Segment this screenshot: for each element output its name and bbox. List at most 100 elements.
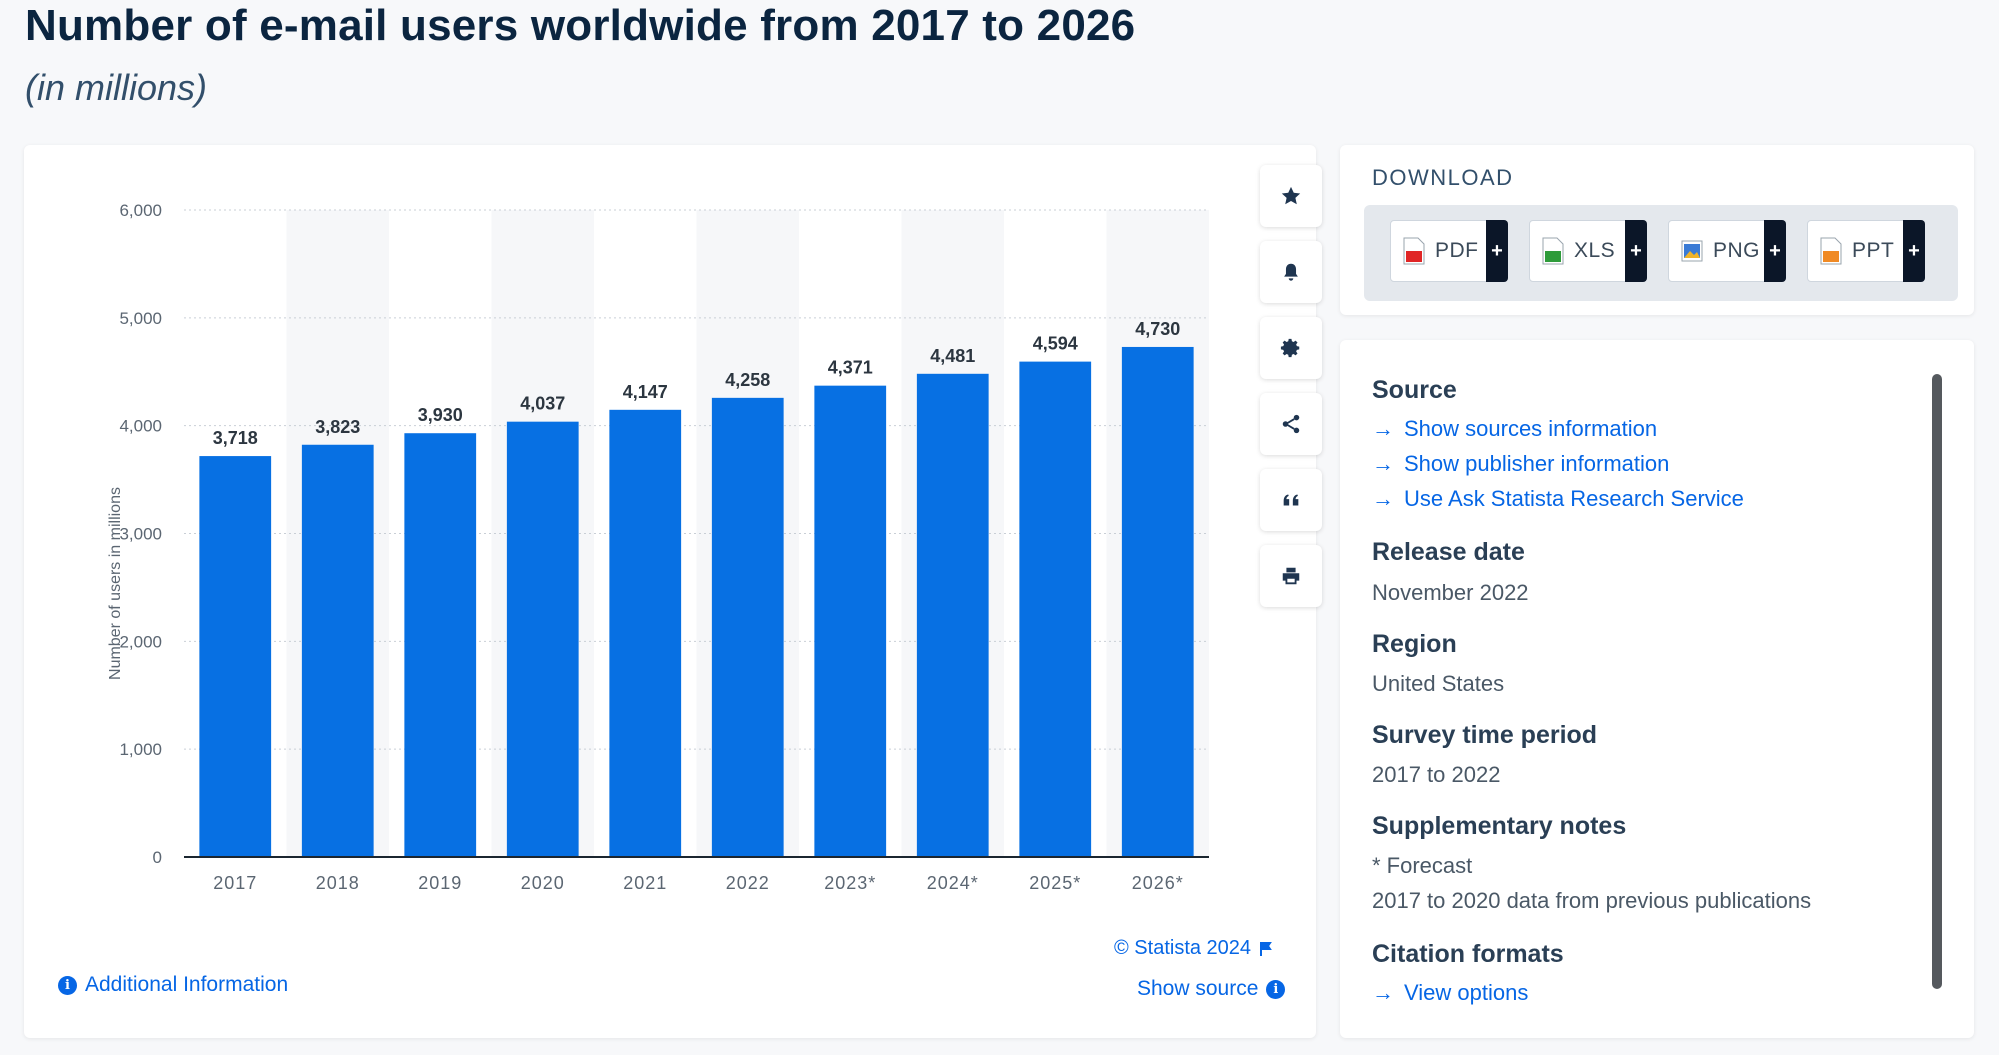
alert-button[interactable] (1260, 241, 1322, 303)
bar (1121, 346, 1194, 857)
gear-icon (1280, 338, 1300, 358)
data-label: 4,594 (1033, 334, 1078, 354)
y-tick-label: 3,000 (119, 525, 162, 544)
x-tick-label: 2025* (1029, 873, 1081, 893)
download-title: DOWNLOAD (1372, 165, 1514, 190)
print-button[interactable] (1260, 545, 1322, 607)
x-tick-label: 2024* (927, 873, 979, 893)
note-previous-publications: 2017 to 2020 data from previous publicat… (1372, 888, 1812, 913)
plus-icon: + (1764, 220, 1786, 282)
arrow-right-icon: → (1372, 980, 1394, 1005)
copyright-text: © Statista 2024 (1114, 937, 1252, 959)
region-heading: Region (1372, 630, 1457, 658)
y-tick-label: 4,000 (119, 417, 162, 436)
y-tick-label: 2,000 (119, 632, 162, 651)
data-label: 4,037 (520, 394, 565, 414)
flag-icon (1260, 941, 1272, 956)
download-tray: PDF + XLS + PNG + PPT + (1364, 205, 1958, 301)
note-forecast: * Forecast (1372, 853, 1473, 878)
ask-research-service-link[interactable]: → Use Ask Statista Research Service (1372, 486, 1744, 512)
plus-icon: + (1903, 220, 1925, 282)
bar (1019, 361, 1092, 857)
show-sources-text: Show sources information (1404, 416, 1658, 441)
survey-period-value: 2017 to 2022 (1372, 762, 1501, 787)
view-options-text: View options (1404, 980, 1529, 1005)
info-icon: i (1266, 979, 1286, 999)
plus-icon: + (1486, 220, 1508, 282)
x-tick-label: 2026* (1132, 873, 1184, 893)
view-options-link[interactable]: → View options (1372, 980, 1528, 1006)
y-tick-label: 1,000 (119, 740, 162, 759)
x-tick-label: 2021 (623, 873, 667, 893)
download-png-button[interactable]: PNG + (1668, 220, 1786, 282)
page-subtitle: (in millions) (25, 67, 208, 108)
copyright[interactable]: © Statista 2024 (1114, 937, 1273, 960)
release-date-heading: Release date (1372, 538, 1525, 566)
scrollbar[interactable] (1932, 374, 1942, 989)
arrow-right-icon: → (1372, 416, 1394, 441)
arrow-right-icon: → (1372, 486, 1394, 511)
release-date-value: November 2022 (1372, 580, 1529, 605)
bar (301, 444, 374, 857)
x-tick-label: 2020 (521, 873, 565, 893)
data-label: 4,147 (623, 382, 668, 402)
x-tick-label: 2017 (213, 873, 257, 893)
citation-formats-heading: Citation formats (1372, 940, 1564, 968)
pdf-file-icon (1403, 237, 1425, 265)
bar (609, 409, 682, 857)
favorite-button[interactable] (1260, 165, 1322, 227)
settings-button[interactable] (1260, 317, 1322, 379)
data-label: 4,371 (828, 358, 873, 378)
bar-chart: 0 1,000 2,000 3,000 4,000 5,000 6,000 3,718 2017… (107, 201, 1209, 893)
data-label: 3,823 (315, 417, 360, 437)
ppt-file-icon (1820, 237, 1842, 265)
show-source-text: Show source (1137, 977, 1259, 1000)
plus-icon: + (1625, 220, 1647, 282)
quote-icon (1283, 494, 1299, 506)
region-value: United States (1372, 671, 1505, 696)
share-button[interactable] (1260, 393, 1322, 455)
png-file-icon (1681, 240, 1703, 262)
cite-button[interactable] (1260, 469, 1322, 531)
y-tick-label: 0 (153, 848, 162, 867)
download-ppt-button[interactable]: PPT + (1807, 220, 1925, 282)
bar (506, 421, 579, 857)
download-ppt-label: PPT (1852, 239, 1895, 262)
show-sources-link[interactable]: → Show sources information (1372, 416, 1657, 442)
show-source-link[interactable]: Show source i (1137, 977, 1286, 1001)
additional-information-link[interactable]: i Additional Information (58, 973, 288, 997)
bar (916, 373, 989, 857)
bar (814, 385, 887, 857)
page-title: Number of e-mail users worldwide from 20… (25, 1, 1136, 50)
download-png-label: PNG (1713, 239, 1761, 262)
share-icon (1282, 414, 1300, 434)
download-panel: DOWNLOAD PDF + XLS + PNG + PPT + (1340, 145, 1974, 315)
xls-file-icon (1542, 237, 1564, 265)
data-label: 4,258 (725, 370, 770, 390)
info-icon: i (58, 975, 77, 995)
show-publisher-text: Show publisher information (1404, 451, 1670, 476)
show-publisher-link[interactable]: → Show publisher information (1372, 451, 1669, 477)
y-tick-label: 5,000 (119, 309, 162, 328)
info-panel: Source → Show sources information → Show p… (1340, 340, 1974, 1038)
data-label: 3,718 (213, 428, 258, 448)
download-pdf-button[interactable]: PDF + (1390, 220, 1508, 282)
x-tick-label: 2023* (824, 873, 876, 893)
bar (199, 456, 272, 857)
supplementary-notes-heading: Supplementary notes (1372, 812, 1627, 840)
additional-information-text: Additional Information (85, 973, 289, 996)
source-heading: Source (1372, 376, 1457, 404)
data-label: 4,481 (930, 346, 975, 366)
download-xls-button[interactable]: XLS + (1529, 220, 1647, 282)
bar (404, 433, 477, 857)
printer-icon (1282, 567, 1300, 585)
y-axis-label: Number of users in millions (107, 487, 124, 680)
y-tick-label: 6,000 (119, 201, 162, 220)
bell-icon (1284, 263, 1298, 281)
download-pdf-label: PDF (1435, 239, 1479, 262)
data-label: 3,930 (418, 405, 463, 425)
data-label: 4,730 (1135, 319, 1180, 339)
arrow-right-icon: → (1372, 451, 1394, 476)
download-xls-label: XLS (1574, 239, 1616, 262)
x-tick-label: 2018 (316, 873, 360, 893)
